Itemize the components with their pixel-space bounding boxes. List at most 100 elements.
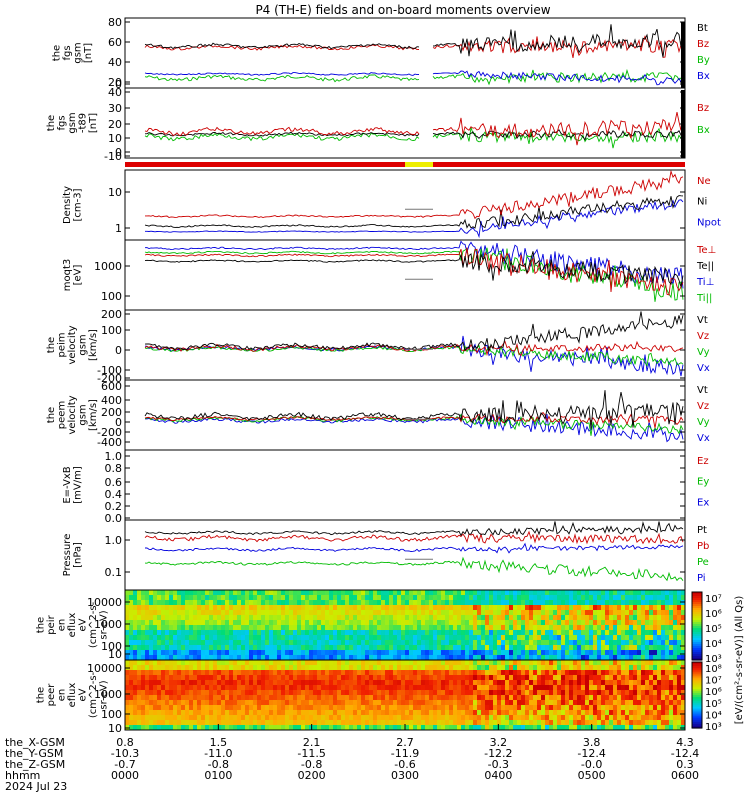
spectrogram-cell	[285, 690, 289, 695]
spectrogram-cell	[641, 665, 645, 670]
spectrogram-cell	[577, 620, 581, 625]
spectrogram-cell	[545, 610, 549, 615]
spectrogram-cell	[669, 725, 673, 730]
spectrogram-cell	[429, 655, 433, 660]
spectrogram-cell	[193, 690, 197, 695]
spectrogram-cell	[241, 710, 245, 715]
colorbar-swatch	[692, 691, 702, 694]
spectrogram-cell	[261, 645, 265, 650]
spectrogram-cell	[225, 590, 229, 595]
spectrogram-cell	[249, 675, 253, 680]
spectrogram-cell	[181, 615, 185, 620]
spectrogram-cell	[517, 715, 521, 720]
y-tick-label: -100	[97, 364, 122, 377]
spectrogram-cell	[473, 625, 477, 630]
spectrogram-cell	[225, 665, 229, 670]
spectrogram-cell	[241, 670, 245, 675]
spectrogram-cell	[625, 685, 629, 690]
spectrogram-cell	[145, 720, 149, 725]
spectrogram-cell	[617, 620, 621, 625]
spectrogram-cell	[421, 665, 425, 670]
y-tick-label: 30	[108, 102, 122, 115]
spectrogram-cell	[669, 645, 673, 650]
colorbar-swatch	[692, 667, 702, 671]
spectrogram-cell	[345, 610, 349, 615]
spectrogram-cell	[625, 725, 629, 730]
spectrogram-cell	[393, 705, 397, 710]
spectrogram-cell	[253, 665, 257, 670]
spectrogram-cell	[329, 675, 333, 680]
colorbar-swatch	[692, 669, 702, 673]
spectrogram-cell	[557, 650, 561, 655]
spectrogram-cell	[677, 660, 681, 665]
y-axis-label-line: Density	[62, 186, 73, 224]
spectrogram-cell	[173, 645, 177, 650]
spectrogram-cell	[157, 680, 161, 685]
series-line	[144, 70, 684, 86]
spectrogram-cell	[157, 710, 161, 715]
spectrogram-cell	[217, 605, 221, 610]
spectrogram-cell	[417, 720, 421, 725]
spectrogram-cell	[653, 720, 657, 725]
spectrogram-cell	[517, 620, 521, 625]
spectrogram-cell	[653, 685, 657, 690]
spectrogram-cell	[417, 660, 421, 665]
spectrogram-cell	[189, 620, 193, 625]
spectrogram-cell	[513, 625, 517, 630]
spectrogram-cell	[257, 610, 261, 615]
spectrogram-cell	[253, 610, 257, 615]
spectrogram-cell	[169, 725, 173, 730]
spectrogram-cell	[497, 675, 501, 680]
spectrogram-cell	[601, 680, 605, 685]
spectrogram-cell	[437, 630, 441, 635]
spectrogram-cell	[305, 655, 309, 660]
spectrogram-cell	[153, 675, 157, 680]
spectrogram-cell	[377, 700, 381, 705]
spectrogram-cell	[521, 650, 525, 655]
spectrogram-cell	[409, 640, 413, 645]
spectrogram-cell	[529, 625, 533, 630]
spectrogram-cell	[129, 690, 133, 695]
spectrogram-cell	[277, 705, 281, 710]
spectrogram-cell	[553, 635, 557, 640]
spectrogram-cell	[465, 625, 469, 630]
spectrogram-cell	[257, 665, 261, 670]
spectrogram-cell	[381, 695, 385, 700]
spectrogram-cell	[545, 665, 549, 670]
spectrogram-cell	[449, 685, 453, 690]
spectrogram-cell	[233, 630, 237, 635]
spectrogram-cell	[553, 715, 557, 720]
spectrogram-cell	[213, 685, 217, 690]
spectrogram-cell	[145, 625, 149, 630]
spectrogram-cell	[129, 670, 133, 675]
spectrogram-cell	[153, 590, 157, 595]
spectrogram-cell	[433, 665, 437, 670]
spectrogram-cell	[537, 635, 541, 640]
spectrogram-cell	[277, 680, 281, 685]
spectrogram-cell	[149, 630, 153, 635]
spectrogram-cell	[541, 650, 545, 655]
spectrogram-cell	[233, 610, 237, 615]
spectrogram-cell	[289, 655, 293, 660]
spectrogram-cell	[601, 670, 605, 675]
spectrogram-cell	[505, 700, 509, 705]
spectrogram-cell	[545, 650, 549, 655]
spectrogram-cell	[253, 700, 257, 705]
spectrogram-cell	[629, 650, 633, 655]
spectrogram-cell	[201, 650, 205, 655]
spectrogram-cell	[425, 665, 429, 670]
spectrogram-cell	[185, 600, 189, 605]
spectrogram-cell	[369, 710, 373, 715]
spectrogram-cell	[353, 635, 357, 640]
spectrogram-cell	[361, 710, 365, 715]
spectrogram-cell	[485, 725, 489, 730]
spectrogram-cell	[145, 675, 149, 680]
spectrogram-cell	[433, 710, 437, 715]
y-axis-label-line: (cm^2-s-	[88, 601, 99, 648]
spectrogram-cell	[253, 620, 257, 625]
spectrogram-cell	[397, 715, 401, 720]
spectrogram-cell	[273, 610, 277, 615]
spectrogram-cell	[573, 600, 577, 605]
spectrogram-cell	[677, 645, 681, 650]
